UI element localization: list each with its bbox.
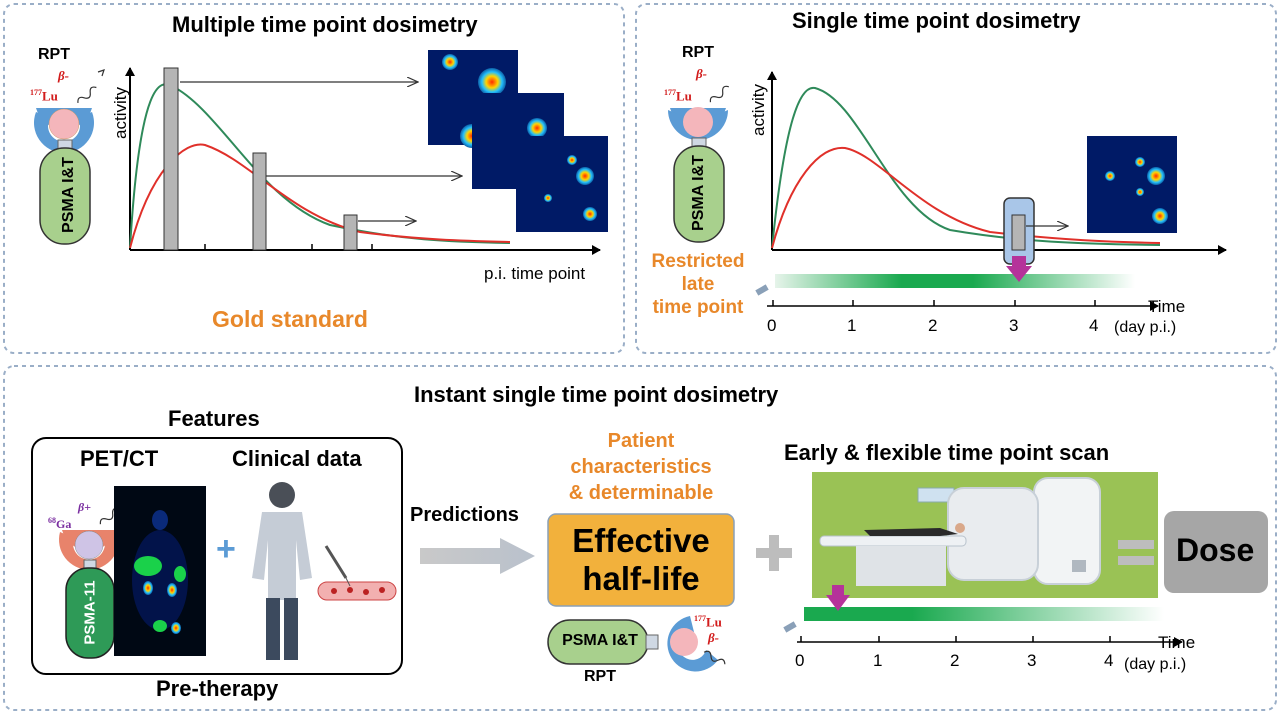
restricted-line-3: time point xyxy=(652,297,744,318)
early-scan-title: Early & flexible time point scan xyxy=(784,440,1110,465)
y-axis-label-single: activity xyxy=(749,84,768,136)
tick-label: 0 xyxy=(767,316,777,335)
panel-instant-border xyxy=(3,365,1277,711)
beta-minus-label-2: β- xyxy=(696,66,707,81)
predictions-label: Predictions xyxy=(410,504,519,526)
timeline-label-instant: Time xyxy=(1158,633,1196,652)
rpt-molecule-icon xyxy=(34,69,105,245)
tick-label: 2 xyxy=(928,316,938,335)
ga-symbol: Ga xyxy=(56,517,72,531)
isotope-symbol: Lu xyxy=(42,88,58,104)
panel-single-title: Single time point dosimetry xyxy=(792,8,1081,33)
panel-single-border xyxy=(635,3,1277,354)
rpt-label-2: RPT xyxy=(682,44,714,61)
plus-icon xyxy=(756,535,792,571)
scan-arrow-late xyxy=(1006,256,1032,282)
equals-icon xyxy=(1118,540,1154,565)
tick-label: 4 xyxy=(1104,651,1114,670)
ct-scanner-scene xyxy=(812,472,1158,598)
carrier-label: PSMA I&T xyxy=(60,157,77,233)
panel-multiple-border xyxy=(3,3,625,354)
x-axis-label-multiple: p.i. time point xyxy=(484,264,586,283)
isotope-symbol-3: Lu xyxy=(706,614,722,630)
patient-line-1: Patient xyxy=(607,430,675,452)
tick-label: 1 xyxy=(873,651,883,670)
isotope-label-2: 177Lu xyxy=(664,88,692,104)
tick-label: 2 xyxy=(950,651,960,670)
syringe-icon xyxy=(755,284,769,296)
blood-sample-icon xyxy=(317,545,397,601)
timeline-unit-instant: (day p.i.) xyxy=(1124,656,1187,673)
gold-standard-caption: Gold standard xyxy=(212,306,368,332)
y-axis-label-multiple: activity xyxy=(111,87,130,139)
effective-half-life-box xyxy=(547,513,735,607)
effective-line-2: half-life xyxy=(582,560,700,597)
pet-ct-label: PET/CT xyxy=(80,446,159,471)
isotope-symbol-2: Lu xyxy=(676,88,692,104)
ga-label: 68Ga xyxy=(48,516,71,532)
panel-instant-title: Instant single time point dosimetry xyxy=(414,382,779,407)
sample-bar-3 xyxy=(343,214,358,251)
isotope-label: 177Lu xyxy=(30,88,58,104)
isotope-mass: 177 xyxy=(30,88,42,97)
timeline-label-single: Time xyxy=(1148,297,1186,316)
features-box xyxy=(31,437,403,675)
isotope-mass-2: 177 xyxy=(664,88,676,97)
carrier-label-2: PSMA I&T xyxy=(690,155,707,231)
rpt-label: RPT xyxy=(38,46,70,63)
isotope-mass-3: 177 xyxy=(694,614,706,623)
sample-bar-2 xyxy=(252,152,267,251)
rpt-label-3: RPT xyxy=(584,668,616,685)
syringe-icon-2 xyxy=(783,621,797,633)
psma11-molecule-icon xyxy=(58,507,119,659)
restricted-caption: Restricted late time point xyxy=(642,250,754,319)
tick-label: 3 xyxy=(1027,651,1037,670)
features-title: Features xyxy=(168,406,260,431)
sample-bar-1 xyxy=(163,67,179,251)
panel-multiple-title: Multiple time point dosimetry xyxy=(172,12,478,37)
beta-minus-label-3: β- xyxy=(708,630,719,645)
dose-box xyxy=(1164,511,1268,593)
dose-label: Dose xyxy=(1176,532,1255,568)
effective-half-life-label: Effective half-life xyxy=(548,522,734,598)
tick-label: 4 xyxy=(1089,316,1099,335)
psma11-label: PSMA-11 xyxy=(81,580,99,645)
pet-ct-scan xyxy=(114,486,206,656)
predictions-arrow xyxy=(420,538,535,574)
beta-minus-label: β- xyxy=(58,68,69,83)
restricted-line-1: Restricted xyxy=(651,251,745,272)
restricted-window-bar xyxy=(775,274,1135,288)
rpt-molecule-horizontal-icon xyxy=(547,616,726,672)
effective-line-1: Effective xyxy=(572,522,710,559)
carrier-label-3: PSMA I&T xyxy=(562,632,638,649)
flexible-window-bar xyxy=(804,607,1164,621)
scan-arrow-early xyxy=(826,585,850,611)
clinical-data-label: Clinical data xyxy=(232,446,362,471)
ga-mass: 68 xyxy=(48,516,56,525)
isotope-label-3: 177Lu xyxy=(694,614,722,630)
spect-scan-single xyxy=(1087,136,1177,233)
timeline-unit-single: (day p.i.) xyxy=(1114,319,1177,336)
restricted-line-2: late xyxy=(681,274,715,295)
pre-therapy-label: Pre-therapy xyxy=(156,676,279,701)
patient-characteristics-label: Patient characteristics & determinable xyxy=(548,428,734,506)
features-plus: + xyxy=(216,530,236,568)
spect-scan-stack xyxy=(428,50,608,232)
tick-label: 0 xyxy=(795,651,805,670)
patient-silhouette-icon xyxy=(252,482,312,660)
patient-line-2: characteristics xyxy=(570,456,712,478)
rpt-molecule-icon-2 xyxy=(668,85,729,243)
tick-label: 1 xyxy=(847,316,857,335)
slow-clearance-curve xyxy=(129,143,511,249)
tick-label: 3 xyxy=(1009,316,1019,335)
beta-plus-label: β+ xyxy=(78,500,91,514)
patient-line-3: & determinable xyxy=(568,482,714,504)
